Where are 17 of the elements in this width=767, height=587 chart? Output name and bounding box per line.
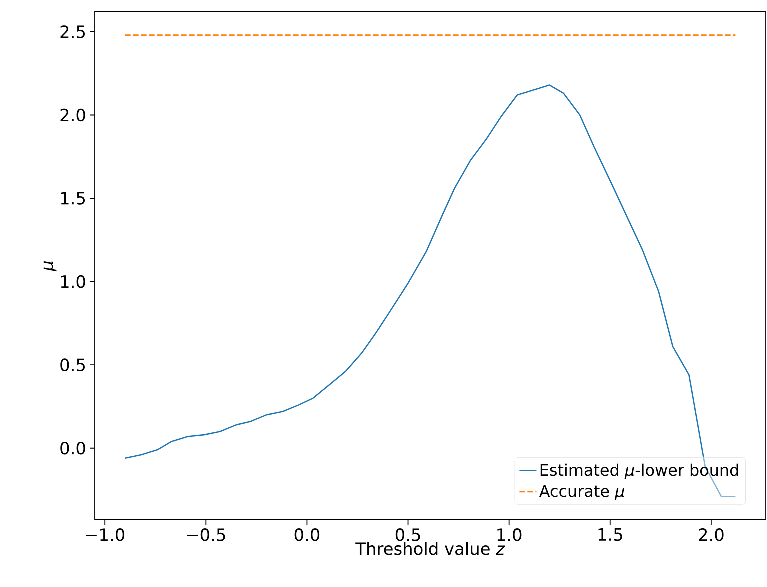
x-axis-title: Threshold value z [356,542,506,556]
x-tick-label: −0.5 [187,528,226,542]
x-tick-label: −1.0 [86,528,125,542]
y-tick-label: 2.0 [60,108,86,122]
y-tick-label: 0.0 [60,442,86,455]
legend-label: Accurate μ [539,485,624,500]
y-tick-label: 1.5 [61,192,85,205]
y-tick-label: 2.5 [60,26,85,38]
y-tick-label: 1.0 [61,275,86,288]
legend-label: Estimated μ-lower bound [540,464,738,480]
x-tick-label: 0.0 [294,528,320,542]
x-tick-label: 1.0 [498,528,522,542]
x-tick-label: 1.5 [598,528,622,542]
x-tick-label: 2.0 [699,528,724,542]
y-axis-title: μ [44,261,57,272]
x-tick-label: 0.5 [396,528,420,542]
y-tick-label: 0.5 [60,358,85,372]
